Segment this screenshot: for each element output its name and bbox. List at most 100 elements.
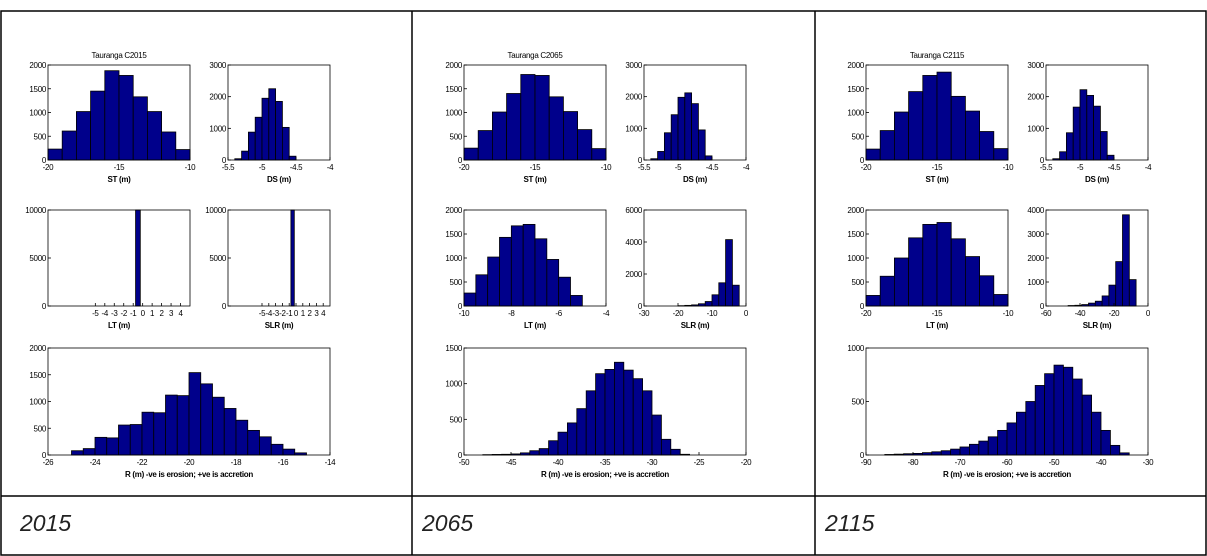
histogram-bar: [61, 130, 77, 161]
x-tick-label: -4: [266, 309, 273, 318]
chart-title: Tauranga C2015: [92, 51, 148, 60]
histogram-bar: [546, 259, 560, 307]
x-tick-label: -10: [601, 163, 613, 172]
x-axis-label: SLR (m): [681, 321, 710, 330]
subplot-5: 0 500 1000 1500 -50 -45 -40 -35 -30 -25 -20 R (m) -…: [445, 344, 752, 479]
axes-frame: [1045, 64, 1149, 161]
y-tick-label: 2000: [625, 93, 642, 102]
y-tick-label: 0: [1040, 302, 1045, 311]
caption-2015: 2015: [20, 510, 72, 536]
x-tick-label: -30: [1143, 458, 1155, 467]
histogram-bar: [908, 237, 924, 307]
x-tick-label: -16: [278, 458, 290, 467]
histogram-bar: [922, 75, 938, 161]
histogram-bar: [965, 256, 981, 307]
y-tick-label: 2000: [445, 61, 462, 70]
y-tick-label: 3000: [209, 61, 226, 70]
y-tick-label: 10000: [25, 206, 47, 215]
y-tick-label: 1000: [847, 344, 864, 353]
histogram-bar: [1093, 105, 1101, 161]
x-tick-label: -5: [92, 309, 99, 318]
y-tick-label: 4000: [625, 238, 642, 247]
histogram-bar: [1094, 300, 1103, 307]
x-tick-label: 0: [744, 309, 749, 318]
y-tick-label: 1500: [445, 344, 462, 353]
histogram-bar: [176, 395, 190, 456]
x-tick-label: -20: [1109, 309, 1121, 318]
histogram-bar: [558, 276, 571, 307]
x-tick-label: -1: [286, 309, 293, 318]
x-tick-label: -4: [102, 309, 109, 318]
histogram-bar: [959, 446, 970, 456]
histogram-bar: [936, 71, 952, 161]
x-tick-label: -50: [1049, 458, 1061, 467]
x-axis-label: R (m) -ve is erosion; +ve is accretion: [541, 470, 669, 479]
histogram-bar: [290, 209, 295, 307]
histogram-bar: [1059, 151, 1067, 161]
y-tick-label: 500: [852, 278, 865, 287]
histogram-bar: [529, 450, 540, 456]
x-tick-label: -5.5: [638, 163, 651, 172]
x-tick-label: -18: [231, 458, 243, 467]
x-tick-label: -2: [279, 309, 286, 318]
histogram-bar: [865, 295, 881, 307]
histogram-bar: [604, 368, 615, 456]
y-tick-label: 1000: [445, 109, 462, 118]
x-tick-label: -5: [259, 163, 266, 172]
histogram-bar: [499, 236, 512, 307]
subplot-1: 0 500 1000 1500 2000 -20 -15 -10 ST (m) Tauranga …: [29, 51, 196, 184]
table-border: [0, 10, 1207, 556]
histogram-bar: [651, 414, 662, 456]
x-tick-label: -25: [694, 458, 706, 467]
histogram-bar: [71, 450, 84, 456]
subplot-1: 0 500 1000 1500 2000 -20 -15 -10 ST (m) Tauranga …: [445, 51, 612, 184]
x-tick-label: -35: [600, 458, 612, 467]
x-axis-label: SLR (m): [1083, 321, 1112, 330]
histogram-bar: [595, 373, 606, 456]
histogram-bar: [247, 429, 260, 456]
x-tick-label: 3: [169, 309, 174, 318]
x-tick-label: 1: [150, 309, 155, 318]
y-tick-label: 1500: [445, 85, 462, 94]
histogram-bar: [950, 95, 966, 161]
histogram-bar: [1106, 154, 1115, 161]
y-tick-label: 0: [458, 451, 463, 460]
histogram-bar: [557, 431, 568, 456]
histogram-bar: [1072, 106, 1081, 161]
histogram-bar: [566, 422, 578, 456]
histogram-bar: [979, 275, 995, 307]
figure-panel-2115: 0 500 1000 1500 2000 -20 -15 -10 ST (m) Tauranga …: [847, 51, 1154, 479]
histogram-bar: [522, 223, 536, 307]
histogram-bar: [1079, 89, 1088, 161]
chart-title: Tauranga C2065: [508, 51, 564, 60]
x-tick-label: -5: [1077, 163, 1084, 172]
x-tick-label: 2: [308, 309, 313, 318]
histogram-bar: [247, 131, 256, 161]
histogram-bar: [510, 225, 524, 307]
x-tick-label: -90: [861, 458, 873, 467]
subplot-4: 0 1000 2000 3000 4000 -60 -40 -20 0 SLR (m): [1027, 206, 1151, 330]
histogram-bar: [1065, 132, 1074, 161]
histogram-bar: [978, 440, 989, 456]
histogram-bar: [1081, 394, 1092, 456]
y-tick-label: 0: [458, 302, 463, 311]
histogram-bar: [704, 301, 713, 307]
histogram-bar: [161, 131, 177, 161]
histogram-bar: [534, 75, 550, 161]
histogram-bar: [261, 97, 270, 161]
histogram-bar: [506, 93, 522, 161]
histogram-bar: [663, 132, 672, 161]
subplot-5: 0 500 1000 -90 -80 -70 -60 -50 -40 -30 R (m) -ve i…: [847, 344, 1154, 479]
histogram-bar: [132, 96, 148, 161]
subplot-2: 0 1000 2000 3000 -5.5 -5 -4.5 -4 DS (m): [1027, 61, 1152, 184]
x-tick-label: -20: [673, 309, 685, 318]
histogram-bar: [576, 408, 587, 456]
axes-frame: [227, 64, 331, 161]
histogram-bar: [165, 394, 178, 456]
histogram-bar: [147, 111, 163, 161]
histogram-bar: [1109, 444, 1121, 456]
axes-frame: [643, 64, 747, 161]
histogram-bar: [894, 257, 910, 307]
histogram-bar: [90, 90, 106, 161]
y-tick-label: 500: [450, 132, 463, 141]
